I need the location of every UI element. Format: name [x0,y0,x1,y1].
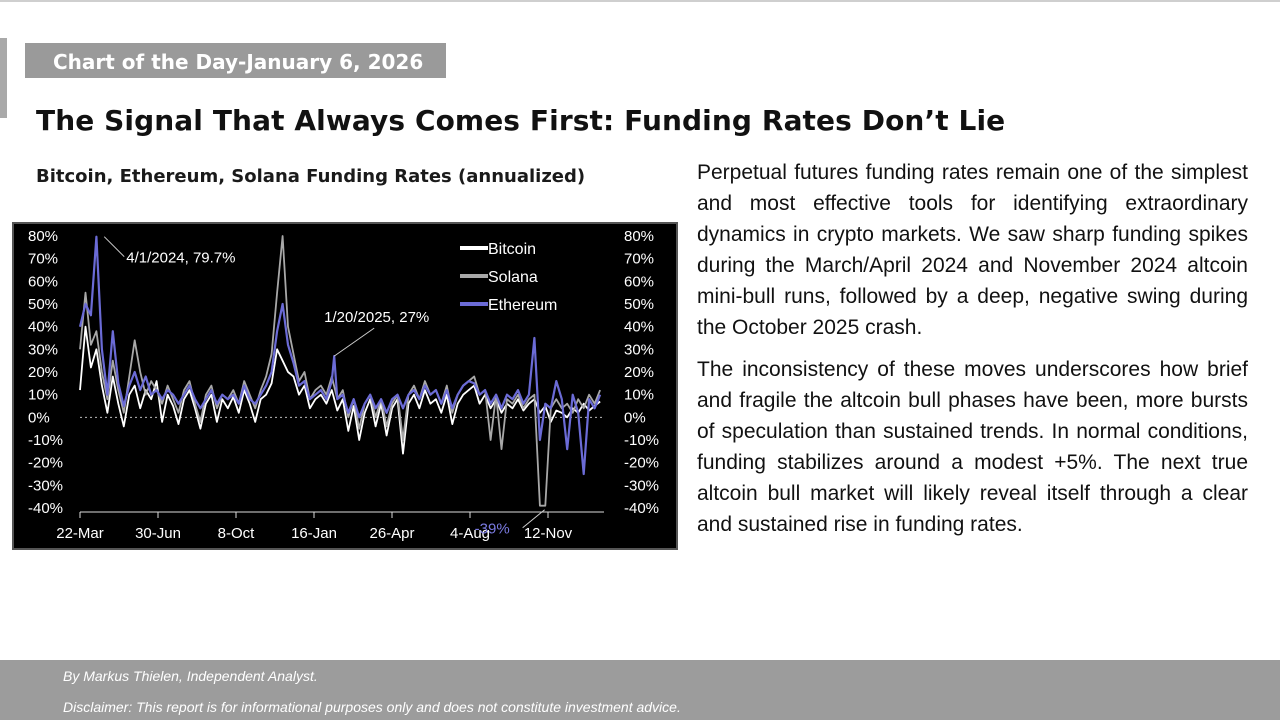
y-tick-right: 0% [624,409,646,426]
y-tick-left: 20% [28,364,58,381]
y-tick-right: -30% [624,477,659,494]
left-accent-bar [0,38,7,118]
x-tick-label: 30-Jun [135,525,181,542]
y-tick-left: 50% [28,296,58,313]
x-tick-label: 12-Nov [524,525,573,542]
commentary: Perpetual futures funding rates remain o… [697,157,1248,551]
x-tick-label: 8-Oct [218,525,256,542]
y-tick-right: -10% [624,432,659,449]
y-tick-left: 60% [28,273,58,290]
y-tick-left: 30% [28,341,58,358]
y-tick-right: 10% [624,387,654,404]
annotation-label: 4/1/2024, 79.7% [126,250,235,267]
series-lines [78,235,602,507]
y-tick-right: -40% [624,500,659,517]
x-tick-label: 26-Apr [369,525,414,542]
funding-rates-chart: 80% 70% 60% 50% 40% 30% 20% 10% 0% -10% -20% -30% -4… [12,222,678,550]
x-tick-label: 4-Aug [450,525,490,542]
annotation-label: -39% [475,521,510,538]
chart-title: Bitcoin, Ethereum, Solana Funding Rates … [36,166,586,187]
x-axis: 22-Mar 30-Jun 8-Oct 16-Jan 26-Apr 4-Aug 12-Nov [56,511,604,542]
legend: Bitcoin Solana Ethereum [460,241,557,314]
y-axis-right: 80% 70% 60% 50% 40% 30% 20% 10% 0% -10% -20% -30% -4… [624,228,659,517]
chart-svg: 80% 70% 60% 50% 40% 30% 20% 10% 0% -10% -20% -30% -4… [28,228,659,542]
annotation-leader [103,236,125,258]
chart-of-the-day-banner: Chart of the Day-January 6, 2026 [25,43,446,78]
y-tick-left: 10% [28,387,58,404]
series-line-solana [79,235,601,507]
y-tick-left: 80% [28,228,58,245]
commentary-paragraph-1: Perpetual futures funding rates remain o… [697,161,1248,339]
author-credit: By Markus Thielen, Independent Analyst. [63,668,318,684]
y-tick-left: -10% [28,432,63,449]
footer: By Markus Thielen, Independent Analyst. … [0,660,1280,720]
series-line-ethereum [78,235,602,476]
top-rule [0,0,1280,2]
y-tick-right: 40% [624,319,654,336]
y-tick-left: -30% [28,477,63,494]
x-tick-label: 22-Mar [56,525,104,542]
y-axis-left: 80% 70% 60% 50% 40% 30% 20% 10% 0% -10% -20% -30% -4… [28,228,63,517]
y-tick-right: 20% [624,364,654,381]
series-line-bitcoin [79,325,601,455]
x-tick-label: 16-Jan [291,525,337,542]
y-tick-right: 70% [624,251,654,268]
legend-label-solana: Solana [488,269,538,286]
y-tick-right: -20% [624,455,659,472]
disclaimer: Disclaimer: This report is for informati… [63,699,681,715]
commentary-paragraph-2: The inconsistency of these moves undersc… [697,358,1248,536]
y-tick-left: -20% [28,455,63,472]
y-tick-right: 50% [624,296,654,313]
legend-label-ethereum: Ethereum [488,297,557,314]
y-tick-left: 40% [28,319,58,336]
annotations: 4/1/2024, 79.7% 1/20/2025, 27% -39% [103,236,545,538]
annotation-leader [333,327,375,357]
annotation-leader [522,509,545,529]
annotation-label: 1/20/2025, 27% [324,309,429,326]
y-tick-right: 60% [624,273,654,290]
y-tick-left: 70% [28,251,58,268]
y-tick-left: -40% [28,500,63,517]
y-tick-right: 30% [624,341,654,358]
y-tick-left: 0% [28,409,50,426]
y-tick-right: 80% [624,228,654,245]
legend-label-bitcoin: Bitcoin [488,241,536,258]
page-headline: The Signal That Always Comes First: Fund… [36,104,1006,137]
